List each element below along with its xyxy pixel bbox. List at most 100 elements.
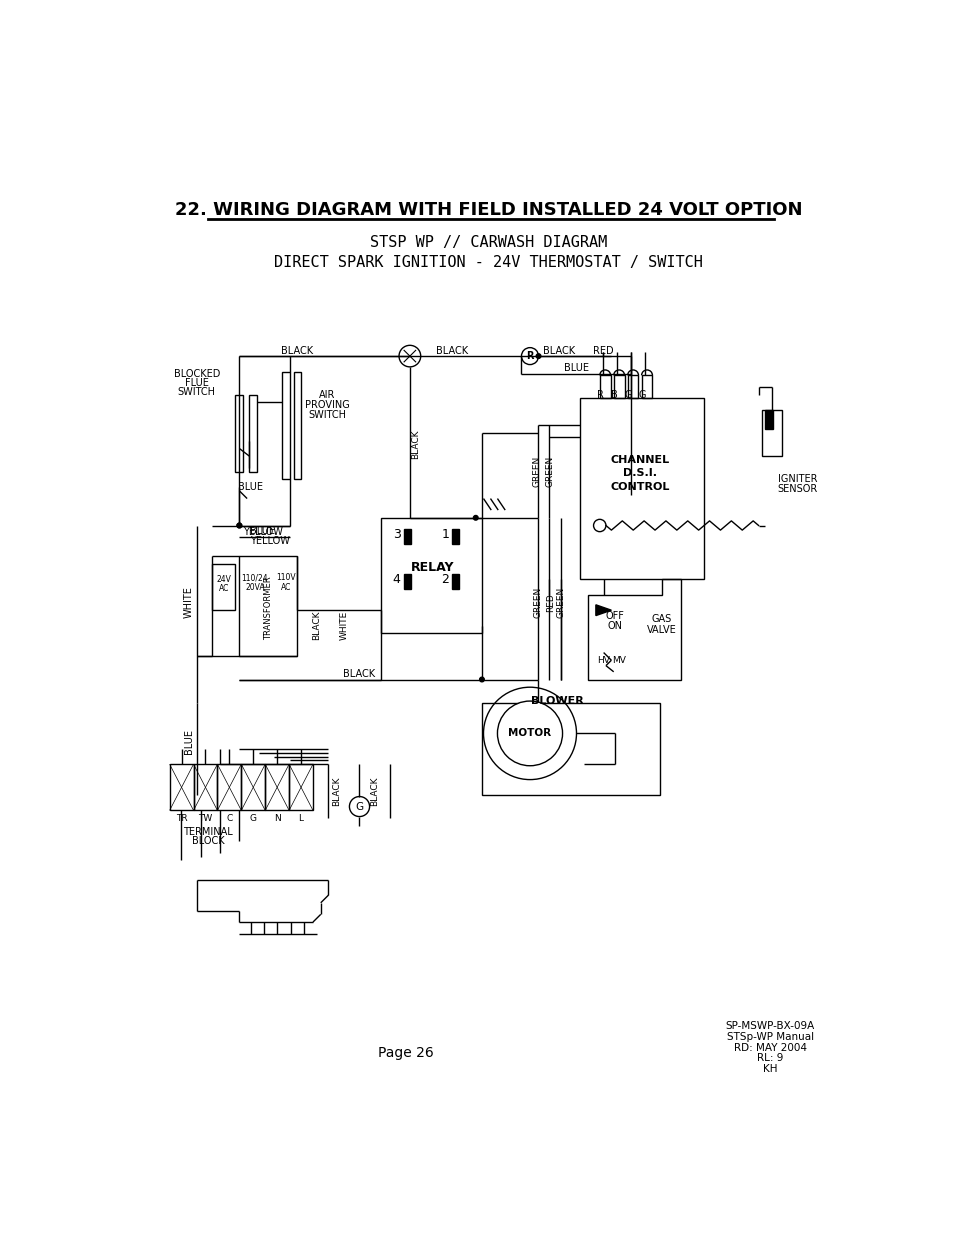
Text: R: R — [597, 389, 603, 400]
Text: BLACK: BLACK — [332, 777, 340, 806]
Text: B: B — [611, 389, 618, 400]
Text: C: C — [226, 814, 233, 823]
Text: BLUE: BLUE — [184, 729, 193, 753]
Text: BLACK: BLACK — [343, 669, 375, 679]
Text: TERMINAL: TERMINAL — [183, 827, 233, 837]
Text: G: G — [638, 389, 645, 400]
Bar — [193, 764, 217, 810]
Circle shape — [497, 701, 562, 766]
Text: WHITE: WHITE — [184, 587, 193, 619]
Text: RL: 9: RL: 9 — [757, 1053, 782, 1063]
Text: BLOCKED: BLOCKED — [173, 369, 220, 379]
Text: D.S.I.: D.S.I. — [622, 468, 657, 478]
Circle shape — [479, 677, 484, 682]
Bar — [481, 703, 659, 795]
Text: BLACK: BLACK — [542, 346, 574, 356]
Text: BLACK: BLACK — [312, 611, 321, 641]
Text: GREEN: GREEN — [556, 587, 565, 619]
Bar — [579, 399, 703, 579]
Bar — [403, 529, 410, 543]
Text: PROVING: PROVING — [304, 400, 349, 410]
Text: BLACK: BLACK — [281, 346, 314, 356]
Text: 110V: 110V — [275, 573, 295, 583]
Bar — [217, 764, 241, 810]
Text: RD: MAY 2004: RD: MAY 2004 — [733, 1042, 806, 1052]
Bar — [403, 574, 410, 589]
Bar — [239, 556, 297, 656]
Bar — [452, 529, 459, 543]
Circle shape — [236, 524, 241, 527]
Bar — [381, 517, 481, 634]
Bar — [289, 764, 313, 810]
Text: SENSOR: SENSOR — [777, 484, 817, 494]
Bar — [764, 410, 772, 430]
Text: BLOCK: BLOCK — [192, 836, 225, 846]
Text: GREEN: GREEN — [533, 587, 541, 619]
Text: 24V: 24V — [216, 576, 231, 584]
Text: BLUE: BLUE — [250, 526, 274, 536]
Text: BLUE: BLUE — [563, 363, 588, 373]
Bar — [282, 372, 290, 479]
Circle shape — [536, 353, 540, 358]
Text: CHANNEL: CHANNEL — [610, 454, 669, 466]
Bar — [265, 764, 289, 810]
Text: R: R — [526, 351, 533, 361]
Text: SWITCH: SWITCH — [308, 410, 346, 420]
Bar — [170, 764, 193, 810]
Circle shape — [473, 515, 477, 520]
Circle shape — [236, 524, 241, 527]
Bar — [212, 564, 235, 610]
Text: 3: 3 — [393, 529, 400, 541]
Text: 20VA: 20VA — [245, 583, 264, 592]
Text: ON: ON — [607, 621, 622, 631]
Text: BLOWER: BLOWER — [530, 697, 583, 706]
Text: FLUE: FLUE — [185, 378, 209, 388]
Text: VALVE: VALVE — [646, 625, 676, 635]
Text: IGNITER: IGNITER — [777, 474, 817, 484]
Text: N: N — [274, 814, 280, 823]
Text: TR: TR — [175, 814, 187, 823]
Text: TRANSFORMER: TRANSFORMER — [264, 577, 274, 641]
Text: BLACK: BLACK — [411, 430, 420, 459]
Text: DIRECT SPARK IGNITION - 24V THERMOSTAT / SWITCH: DIRECT SPARK IGNITION - 24V THERMOSTAT /… — [274, 254, 702, 269]
Text: SP-MSWP-BX-09A: SP-MSWP-BX-09A — [725, 1021, 814, 1031]
Text: YELLOW: YELLOW — [251, 536, 290, 546]
Text: HV: HV — [597, 656, 609, 664]
Bar — [627, 375, 638, 399]
Text: BLACK: BLACK — [370, 777, 379, 806]
Text: 22. WIRING DIAGRAM WITH FIELD INSTALLED 24 VOLT OPTION: 22. WIRING DIAGRAM WITH FIELD INSTALLED … — [175, 201, 801, 219]
Text: RELAY: RELAY — [411, 562, 455, 574]
Text: AIR: AIR — [318, 389, 335, 400]
Text: BLUE: BLUE — [238, 482, 263, 492]
Text: KH: KH — [762, 1065, 777, 1074]
Text: OFF: OFF — [605, 611, 624, 621]
Bar — [235, 395, 243, 472]
Text: 2: 2 — [441, 573, 449, 585]
Text: MOTOR: MOTOR — [508, 729, 551, 739]
Text: GAS: GAS — [651, 615, 671, 625]
Text: G: G — [250, 814, 256, 823]
Text: TW: TW — [198, 814, 213, 823]
Text: STSp-WP Manual: STSp-WP Manual — [726, 1031, 813, 1042]
Text: AC: AC — [280, 583, 291, 592]
Bar — [249, 395, 257, 472]
Polygon shape — [596, 605, 611, 615]
Text: STSP WP // CARWASH DIAGRAM: STSP WP // CARWASH DIAGRAM — [370, 235, 607, 249]
Bar — [641, 375, 652, 399]
Text: MV: MV — [612, 656, 625, 664]
Text: RED: RED — [545, 593, 554, 611]
Text: 110/24: 110/24 — [241, 573, 268, 583]
Text: AC: AC — [218, 584, 229, 593]
Text: YELLOW: YELLOW — [242, 526, 282, 537]
Text: 4: 4 — [393, 573, 400, 585]
Text: G: G — [355, 802, 363, 811]
Text: CONTROL: CONTROL — [610, 482, 669, 492]
Text: 1: 1 — [441, 529, 449, 541]
Text: GREEN: GREEN — [532, 456, 541, 488]
Bar — [452, 574, 459, 589]
Text: G: G — [624, 389, 632, 400]
Bar — [294, 372, 301, 479]
Bar — [241, 764, 265, 810]
Text: RED: RED — [593, 346, 614, 356]
Text: WHITE: WHITE — [339, 611, 348, 640]
